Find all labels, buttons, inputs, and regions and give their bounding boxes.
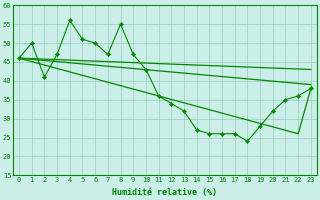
X-axis label: Humidité relative (%): Humidité relative (%) — [112, 188, 218, 197]
